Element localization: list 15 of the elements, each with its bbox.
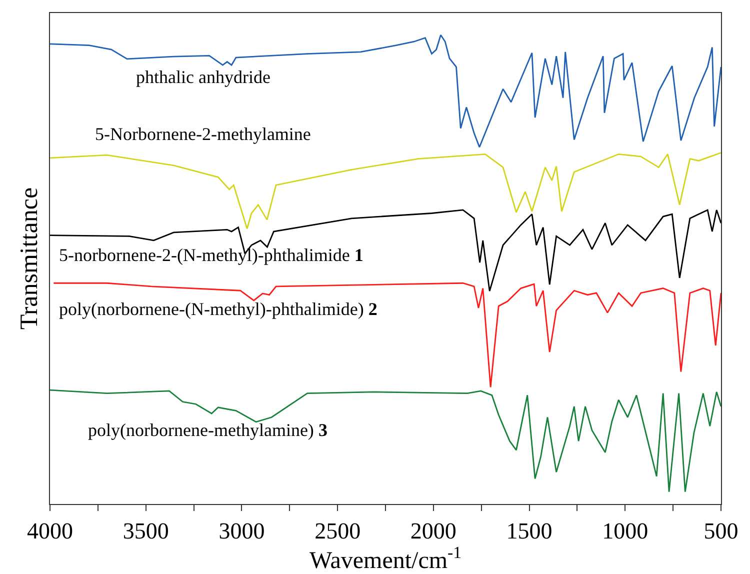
x-tick-label: 4000 — [27, 518, 73, 544]
series-label: poly(norbornene-(N-methyl)-phthalimide) 2 — [59, 299, 378, 319]
x-axis-title: Wavement/cm$^{-1}$ — [310, 542, 462, 574]
series-label: 5-Norbornene-2-methylamine — [95, 124, 311, 144]
y-axis-title: Transmittance — [16, 187, 43, 330]
x-tick-label: 3000 — [218, 518, 265, 544]
x-tick-label: 2000 — [410, 518, 456, 544]
series-label: poly(norbornene-methylamine) 3 — [88, 420, 328, 440]
x-tick-label: 3500 — [122, 518, 169, 544]
x-tick-label: 500 — [704, 518, 738, 544]
x-tick-label: 1500 — [506, 518, 552, 544]
x-tick-label: 2500 — [314, 518, 361, 544]
series-label: phthalic anhydride — [136, 67, 270, 87]
x-tick-label: 1000 — [602, 518, 648, 544]
series-label: 5-norbornene-2-(N-methyl)-phthalimide 1 — [59, 245, 364, 265]
